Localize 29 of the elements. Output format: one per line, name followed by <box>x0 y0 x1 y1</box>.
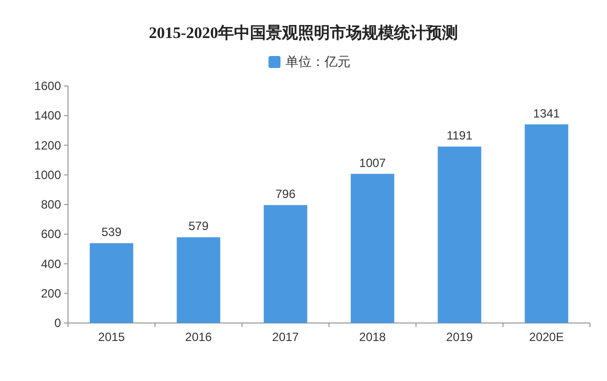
legend-label: 单位：亿元 <box>286 54 350 69</box>
bar <box>264 205 308 323</box>
x-tick-label: 2018 <box>359 330 386 344</box>
y-tick-label: 200 <box>40 286 62 300</box>
x-tick-label: 2017 <box>272 330 300 344</box>
y-tick-label: 1600 <box>34 79 62 93</box>
bar <box>438 146 482 323</box>
data-label: 1341 <box>533 106 560 120</box>
data-label: 796 <box>275 187 296 202</box>
y-tick-label: 600 <box>40 227 62 242</box>
y-tick-label: 800 <box>40 198 62 212</box>
chart-title: 2015-2020年中国景观照明市场规模统计预测 <box>148 24 458 42</box>
x-tick-label: 2020E <box>529 330 564 344</box>
data-label: 579 <box>188 219 209 234</box>
y-tick-label: 0 <box>54 316 62 330</box>
x-tick-label: 2016 <box>185 330 212 344</box>
y-tick-label: 400 <box>40 256 62 271</box>
y-tick-label: 1000 <box>34 168 62 182</box>
data-label: 1007 <box>359 156 386 170</box>
y-tick-label: 1400 <box>34 108 62 123</box>
x-tick-label: 2019 <box>446 330 474 344</box>
y-tick-label: 1200 <box>34 138 62 152</box>
bar <box>90 243 134 323</box>
bar <box>350 174 394 323</box>
bar <box>524 124 568 323</box>
data-label: 1191 <box>446 128 473 143</box>
bar <box>176 237 220 323</box>
data-label: 539 <box>101 225 122 240</box>
x-tick-label: 2015 <box>98 330 126 344</box>
